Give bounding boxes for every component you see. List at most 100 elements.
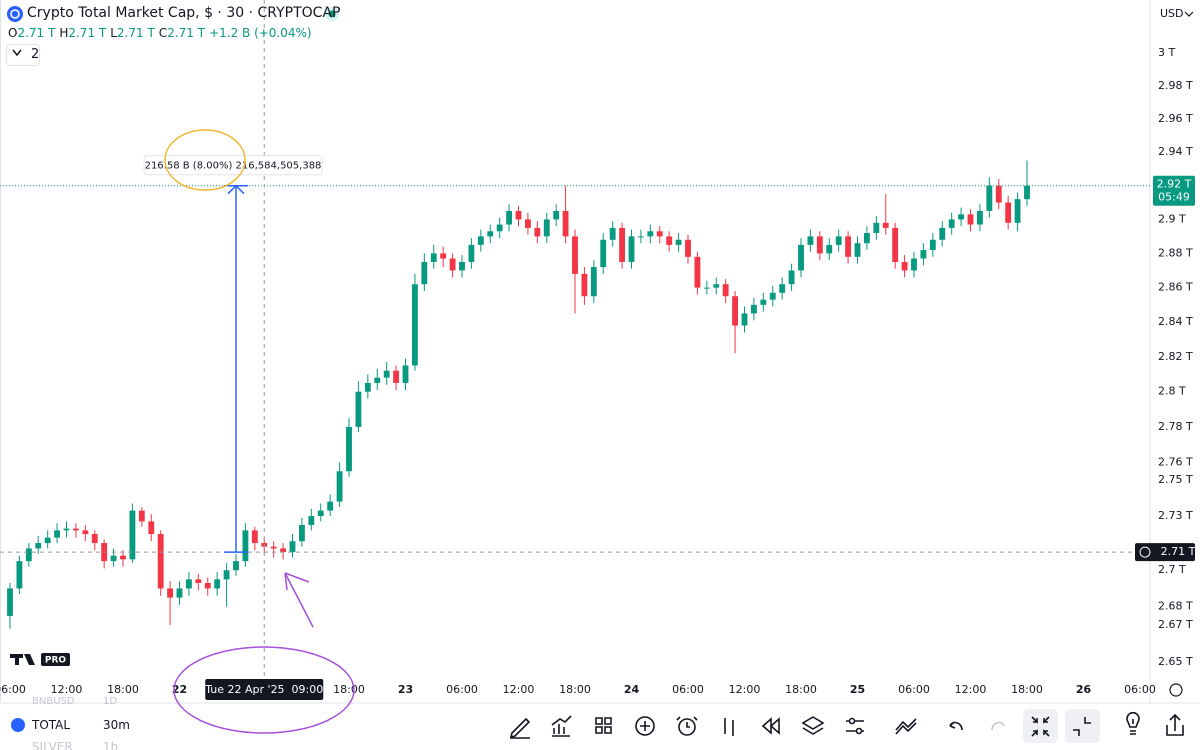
- candle-body: [289, 541, 296, 553]
- layouts-icon[interactable]: [595, 717, 612, 734]
- candle-body: [779, 284, 786, 293]
- candle-body: [995, 185, 1002, 203]
- chart-title: Crypto Total Market Cap, $ · 30 · CRYPTO…: [27, 5, 341, 21]
- y-tick-label: 2.76 T: [1158, 455, 1193, 468]
- undo-icon[interactable]: [949, 721, 963, 731]
- symbol-logo[interactable]: [7, 6, 23, 22]
- candle-body: [920, 249, 927, 259]
- collapse-icon[interactable]: [12, 49, 22, 57]
- candle-body: [440, 253, 447, 259]
- overlays: 2.92 T05:49 2.71 T Tue 22 Apr '25 09:00 216…: [0, 0, 1196, 700]
- symbol-icon[interactable]: [11, 718, 25, 732]
- candle-body: [572, 236, 578, 274]
- candle-body: [214, 579, 221, 589]
- crosshair-price-label: 2.71 T: [1161, 545, 1196, 558]
- maximize-button[interactable]: [1065, 709, 1100, 743]
- watchlist-symbol[interactable]: SILVER: [32, 740, 73, 750]
- ohlc-value: 2.71 T: [17, 26, 56, 40]
- candle-body: [233, 561, 239, 571]
- y-tick-label: 2.86 T: [1158, 281, 1193, 294]
- y-tick-label: 3 T: [1158, 46, 1175, 59]
- candle-body: [675, 239, 682, 245]
- symbol-logo-mark: [10, 9, 20, 19]
- candle-body: [91, 534, 98, 544]
- candle-body: [732, 296, 739, 326]
- symbol[interactable]: TOTAL: [32, 718, 71, 732]
- ideas-icon[interactable]: [1126, 711, 1140, 735]
- candle-body: [280, 548, 287, 553]
- candle-body: [496, 224, 503, 232]
- draw-icon[interactable]: [509, 717, 531, 739]
- candle-body: [656, 231, 663, 237]
- candle-body: [892, 227, 899, 262]
- candle-body: [835, 236, 842, 245]
- candle-body: [769, 292, 776, 300]
- candle-body: [845, 236, 852, 257]
- ohlc-legend: O2.71 T H2.71 T L2.71 T C2.71 T +1.2 B (+0.0…: [8, 26, 312, 40]
- share-icon[interactable]: [1166, 713, 1184, 736]
- toolbar-icons: [11, 709, 1184, 743]
- candle-body: [110, 555, 117, 562]
- crosshair-time-badge: [205, 679, 324, 700]
- ohlc-key: H: [59, 26, 69, 40]
- add-icon[interactable]: [635, 716, 655, 736]
- candle-body: [25, 548, 32, 562]
- y-tick-label: 2.94 T: [1158, 145, 1193, 158]
- settings-icon[interactable]: [1169, 683, 1183, 697]
- y-tick-label: 2.9 T: [1158, 212, 1186, 225]
- fullscreen-icon: [1031, 716, 1050, 737]
- candle-body: [939, 227, 946, 240]
- watchlist-symbol[interactable]: BNBUSD: [32, 696, 75, 707]
- measure-label-box: [143, 155, 323, 176]
- x-tick-label: 25: [850, 683, 865, 696]
- candle-body: [54, 530, 61, 538]
- interval[interactable]: 30m: [103, 718, 130, 732]
- redo-icon[interactable]: [991, 721, 1005, 731]
- candle-body: [609, 227, 616, 240]
- candle-body: [7, 588, 13, 616]
- replay-icon[interactable]: [761, 717, 780, 735]
- y-tick-label: 2.88 T: [1158, 246, 1193, 259]
- indicators-icon[interactable]: [551, 715, 572, 737]
- candle-body: [298, 524, 305, 542]
- candle-body: [242, 530, 249, 562]
- alert-icon[interactable]: [678, 718, 696, 736]
- add-alert-button[interactable]: [1139, 546, 1151, 558]
- candle-body: [619, 227, 626, 262]
- layers-icon[interactable]: [801, 716, 825, 735]
- candle-body: [543, 219, 550, 237]
- chart-type-icon[interactable]: [724, 718, 734, 736]
- candle-body: [364, 382, 371, 392]
- x-tick-label: 18:00: [107, 683, 139, 696]
- candle-body: [694, 256, 701, 288]
- candle-body: [666, 236, 673, 245]
- candle-body: [402, 365, 409, 383]
- x-tick-label: 18:00: [559, 683, 591, 696]
- indicator-toggle[interactable]: 2: [6, 44, 40, 66]
- y-tick-label: 2.68 T: [1158, 600, 1193, 613]
- candle-body: [44, 537, 51, 544]
- candle-body: [948, 219, 955, 228]
- x-tick-label: 12:00: [503, 683, 535, 696]
- ohlc-key: L: [110, 26, 117, 40]
- candle-body: [562, 210, 569, 237]
- candle-body: [929, 239, 936, 250]
- crosshair-time-label: Tue 22 Apr '25 09:00: [204, 683, 323, 696]
- currency[interactable]: USD: [1160, 7, 1184, 20]
- currency-caret[interactable]: [1184, 11, 1194, 17]
- candle-body: [167, 588, 174, 598]
- x-tick-label: 23: [398, 683, 413, 696]
- candle-body: [157, 534, 164, 589]
- candle-body: [863, 232, 870, 244]
- add-icon-plus: [640, 721, 650, 731]
- x-tick-label: 06:00: [446, 683, 478, 696]
- plot-area: [7, 160, 1030, 629]
- candle-body: [346, 426, 352, 472]
- candle-body: [421, 261, 428, 285]
- y-tick-label: 2.98 T: [1158, 79, 1193, 92]
- candle-body: [393, 370, 400, 383]
- candle-body: [308, 515, 315, 525]
- trend-icon[interactable]: [895, 718, 917, 735]
- fullscreen-button[interactable]: [1023, 709, 1058, 743]
